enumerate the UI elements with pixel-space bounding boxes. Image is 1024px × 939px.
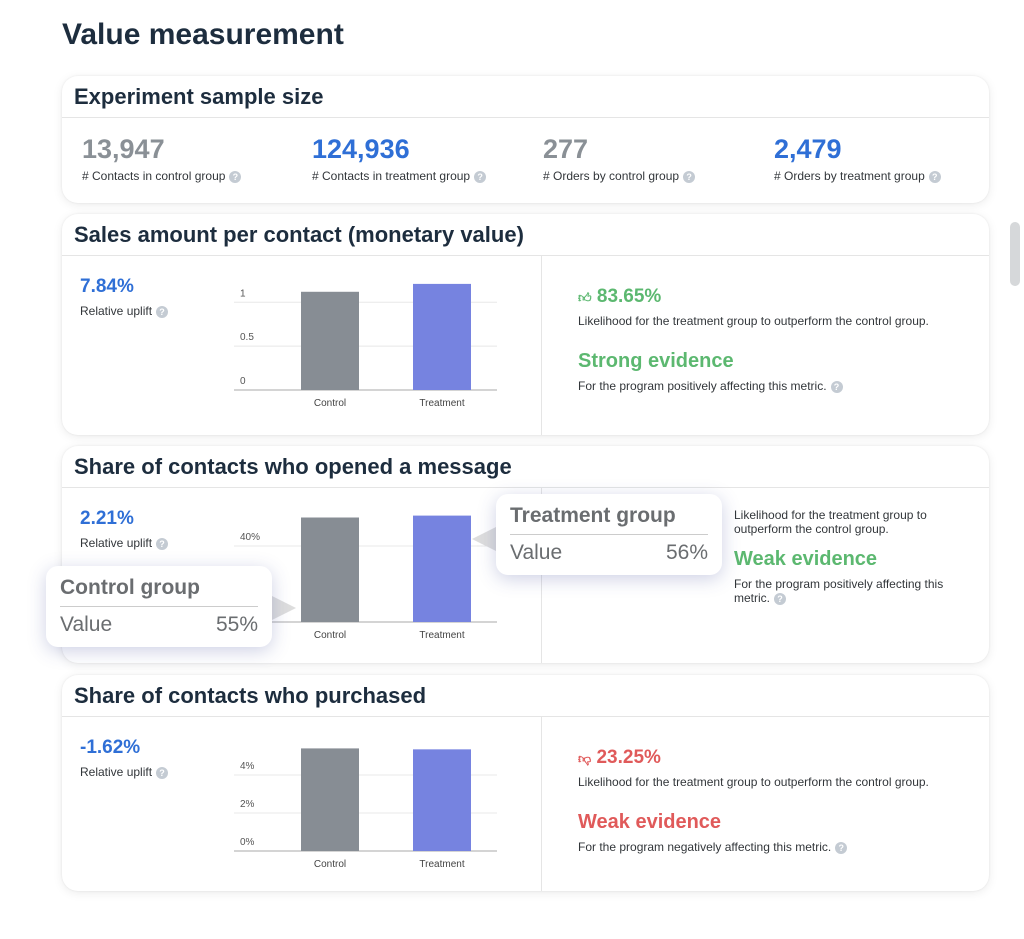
likelihood-text: Likelihood for the treatment group to ou… xyxy=(578,314,929,328)
y-tick-label: 0 xyxy=(240,376,246,387)
help-icon[interactable]: ? xyxy=(835,841,848,854)
page-title: Value measurement xyxy=(62,18,344,51)
treatment-bar xyxy=(413,749,471,851)
relative-uplift-label: Relative uplift xyxy=(80,536,153,550)
kpi: 277 # Orders by control group? xyxy=(543,134,696,183)
x-tick-label: Treatment xyxy=(419,630,464,641)
likelihood-text: Likelihood for the treatment group to ou… xyxy=(578,775,929,789)
help-icon[interactable]: ? xyxy=(774,592,786,605)
experiment-sample-size-card: Experiment sample size 13,947 # Contacts … xyxy=(62,76,989,203)
y-tick-label: 40% xyxy=(240,532,260,543)
section-title: Share of contacts who purchased xyxy=(62,675,989,717)
y-tick-label: 0.5 xyxy=(240,332,254,343)
treatment-tooltip: Treatment group Value 56% xyxy=(496,494,722,575)
likelihood-value: 23.25% xyxy=(596,747,661,768)
tooltip-arrow xyxy=(272,596,296,620)
relative-uplift-label: Relative uplift xyxy=(80,304,153,318)
section-title: Sales amount per contact (monetary value… xyxy=(62,214,989,256)
control-bar xyxy=(301,748,359,851)
scrollbar-thumb[interactable] xyxy=(1010,222,1020,286)
control-tooltip: Control group Value 55% xyxy=(46,566,272,647)
kpi: 124,936 # Contacts in treatment group? xyxy=(312,134,487,183)
evidence-label: Weak evidence xyxy=(734,548,878,570)
section-card: Sales amount per contact (monetary value… xyxy=(62,214,989,435)
kpi-value: 2,479 xyxy=(774,134,842,164)
relative-uplift-label: Relative uplift xyxy=(80,765,153,779)
card-title: Experiment sample size xyxy=(62,76,989,118)
evidence-label: Weak evidence xyxy=(578,811,722,833)
kpi: 2,479 # Orders by treatment group? xyxy=(774,134,941,183)
kpi-label: # Orders by control group xyxy=(543,169,680,183)
section-card: Share of contacts who purchased -1.62% Re… xyxy=(62,675,989,891)
likelihood-value: 83.65% xyxy=(596,286,662,307)
y-tick-label: 2% xyxy=(240,799,255,810)
evidence-text: For the program positively affecting thi… xyxy=(578,379,827,393)
divider xyxy=(541,717,542,891)
tooltip-title: Treatment group xyxy=(510,504,708,535)
help-icon[interactable]: ? xyxy=(156,537,169,550)
relative-uplift-value: -1.62% xyxy=(80,737,141,758)
section-title: Share of contacts who opened a message xyxy=(62,446,989,488)
evidence-label: Strong evidence xyxy=(578,350,734,372)
help-icon[interactable]: ? xyxy=(683,170,696,183)
kpi-value: 13,947 xyxy=(82,134,165,164)
kpi-label: # Contacts in control group xyxy=(82,169,226,183)
y-tick-label: 1 xyxy=(240,288,246,299)
x-tick-label: Treatment xyxy=(419,859,464,870)
relative-uplift-value: 7.84% xyxy=(80,276,134,297)
kpi-value: 124,936 xyxy=(312,134,410,164)
thumbs-down-icon: 👎︎ xyxy=(578,751,592,766)
bar-chart: 0 0.5 1 Control Treatment xyxy=(234,283,497,409)
x-tick-label: Control xyxy=(314,398,346,409)
tooltip-value: 55% xyxy=(215,613,258,636)
divider xyxy=(541,256,542,435)
tooltip-value: 56% xyxy=(665,541,708,564)
relative-uplift-value: 2.21% xyxy=(80,508,134,529)
y-tick-label: 4% xyxy=(240,761,255,772)
kpi-label: # Contacts in treatment group xyxy=(312,169,471,183)
evidence-text: For the program negatively affecting thi… xyxy=(578,840,832,854)
kpi-value: 277 xyxy=(543,134,589,164)
kpi: 13,947 # Contacts in control group? xyxy=(82,134,242,183)
tooltip-label: Value xyxy=(510,541,563,564)
tooltip-title: Control group xyxy=(60,576,258,607)
bar-chart: 0% 2% 4% Control Treatment xyxy=(234,748,497,870)
likelihood-text: Likelihood for the treatment group to ou… xyxy=(734,508,927,536)
x-tick-label: Control xyxy=(314,859,346,870)
control-bar xyxy=(301,517,359,622)
divider xyxy=(541,488,542,663)
help-icon[interactable]: ? xyxy=(928,170,941,183)
evidence-text: For the program positively affecting thi… xyxy=(734,577,944,605)
bar-chart: 40% Control Treatment xyxy=(234,515,497,641)
help-icon[interactable]: ? xyxy=(229,170,242,183)
help-icon[interactable]: ? xyxy=(474,170,487,183)
x-tick-label: Control xyxy=(314,630,346,641)
treatment-bar xyxy=(413,515,471,622)
help-icon[interactable]: ? xyxy=(830,380,843,393)
tooltip-arrow xyxy=(472,527,496,551)
help-icon[interactable]: ? xyxy=(156,305,169,318)
kpi-label: # Orders by treatment group xyxy=(774,169,925,183)
help-icon[interactable]: ? xyxy=(156,766,169,779)
control-bar xyxy=(301,291,359,390)
tooltip-label: Value xyxy=(60,613,113,636)
scrollbar-track[interactable] xyxy=(1008,74,1022,889)
y-tick-label: 0% xyxy=(240,837,255,848)
thumbs-up-icon: 👍︎ xyxy=(578,290,592,305)
treatment-bar xyxy=(413,283,471,390)
x-tick-label: Treatment xyxy=(419,398,464,409)
